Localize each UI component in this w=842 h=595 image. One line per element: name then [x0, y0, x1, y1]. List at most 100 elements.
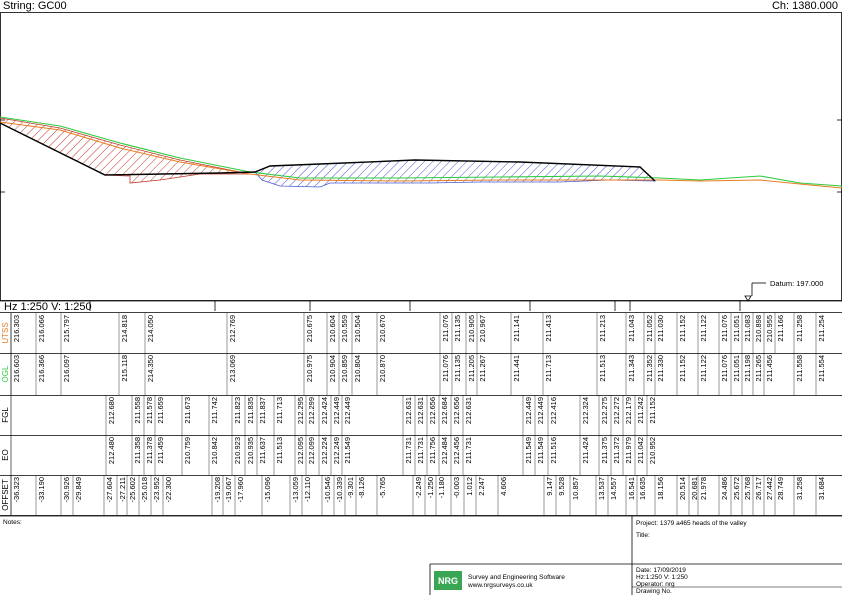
band-value: 211.513 — [275, 437, 284, 464]
band-value: 1.012 — [465, 477, 474, 496]
band-value: 211.549 — [536, 437, 545, 464]
band-value: -22.300 — [164, 477, 173, 502]
band-value: 211.343 — [627, 355, 636, 382]
band-value: 211.254 — [817, 315, 826, 342]
band-value: 212.095 — [296, 437, 305, 464]
band-value: 210.955 — [765, 315, 774, 342]
band-value: 211.713 — [544, 355, 553, 382]
band-value: 210.952 — [648, 437, 657, 464]
company: Survey and Engineering Software — [468, 574, 565, 581]
band-value: 212.631 — [464, 397, 473, 424]
band-value: 212.449 — [332, 397, 341, 424]
band-value: 24.486 — [720, 477, 729, 500]
band-value: 9.147 — [545, 477, 554, 496]
band-value: -10.339 — [335, 477, 344, 502]
band-value: 212.480 — [107, 437, 116, 464]
band-value: 211.731 — [464, 437, 473, 464]
band-value: 212.684 — [440, 397, 449, 424]
datum-marker — [744, 295, 752, 302]
band-value: 211.673 — [183, 397, 192, 424]
band-value: 213.069 — [228, 355, 237, 382]
band-value: 212.224 — [320, 437, 329, 464]
band-value: 20.514 — [678, 477, 687, 500]
band-value: 210.935 — [246, 437, 255, 464]
band-value: -17.960 — [236, 477, 245, 502]
datum-label: Datum: 197.000 — [770, 279, 823, 288]
band-value: 215.797 — [62, 315, 71, 342]
band-value: 211.052 — [645, 315, 654, 342]
band-value: 211.823 — [233, 397, 242, 424]
band-value: 212.449 — [524, 397, 533, 424]
band-value: 212.680 — [107, 397, 116, 424]
band-value: 13.537 — [597, 477, 606, 500]
band-value: 212.631 — [404, 397, 413, 424]
band-value: 214.350 — [146, 355, 155, 382]
band-value: 210.967 — [478, 315, 487, 342]
band-value: 211.076 — [720, 315, 729, 342]
band-value: 211.756 — [428, 437, 437, 464]
band-value: 212.456 — [452, 437, 461, 464]
band-value: -0.003 — [452, 477, 461, 498]
band-value: 210.804 — [353, 355, 362, 382]
band-value: 211.979 — [624, 437, 633, 464]
band-value: 211.513 — [598, 355, 607, 382]
band-value: 210.842 — [210, 437, 219, 464]
operator: Operator: nrg — [636, 581, 675, 588]
band-value: 212.179 — [624, 397, 633, 424]
band-value: -25.602 — [128, 477, 137, 502]
band-value: 212.631 — [416, 397, 425, 424]
website: www.nrgsurveys.co.uk — [467, 582, 533, 589]
band-value: 211.558 — [133, 397, 142, 424]
band-value: 211.213 — [598, 315, 607, 342]
band-value: 211.051 — [732, 355, 741, 382]
band-value: 212.416 — [549, 397, 558, 424]
band-value: 211.122 — [699, 315, 708, 342]
band-value: -8.126 — [357, 477, 366, 498]
band-value: 210.898 — [754, 315, 763, 342]
band-value: 21.978 — [699, 477, 708, 500]
chainage: Ch: 1380.000 — [772, 0, 838, 12]
band-value: 210.975 — [305, 355, 314, 382]
band-value: 211.413 — [544, 315, 553, 342]
band-value: 28.749 — [776, 477, 785, 500]
band-value: 212.275 — [600, 397, 609, 424]
band-value: 211.042 — [636, 437, 645, 464]
band-value: 211.166 — [776, 315, 785, 342]
band-value: -29.849 — [74, 477, 83, 502]
band-value: 211.358 — [133, 437, 142, 464]
band-value: 211.424 — [581, 437, 590, 464]
design-line — [0, 122, 656, 182]
band-value: 211.456 — [765, 355, 774, 382]
band-value: 211.441 — [512, 355, 521, 382]
band-value: 216.097 — [62, 355, 71, 382]
band-value: 211.837 — [258, 397, 267, 424]
band-label: OFFSET — [1, 479, 10, 511]
band-value: 210.675 — [305, 315, 314, 342]
band-value: 210.759 — [183, 437, 192, 464]
band-value: 210.904 — [328, 355, 337, 382]
band-value: 211.554 — [817, 355, 826, 382]
band-value: -27.211 — [118, 477, 127, 502]
band-value: 211.051 — [732, 315, 741, 342]
band-value: -25.018 — [140, 477, 149, 502]
band-value: 211.330 — [656, 355, 665, 382]
band-value: 16.635 — [638, 477, 647, 500]
band-value: 211.516 — [549, 437, 558, 464]
band-value: 211.135 — [453, 315, 462, 342]
drawing-no: Drawing No. — [636, 588, 672, 595]
date: Date: 17/09/2019 — [636, 567, 686, 574]
logo — [434, 571, 462, 590]
band-value: 212.656 — [428, 397, 437, 424]
band-value: -5.765 — [378, 477, 387, 498]
band-value: -12.110 — [303, 477, 312, 502]
bands: UTSS 216.303 216.066 215.797 214.818 214.050 2… — [0, 300, 842, 516]
band-value: 211.258 — [795, 315, 804, 342]
band-value: 211.352 — [645, 355, 654, 382]
band-value: 212.424 — [320, 397, 329, 424]
band-value: 211.835 — [246, 397, 255, 424]
band-value: 31.258 — [795, 477, 804, 500]
band-value: 14.557 — [609, 477, 618, 500]
band-value: 211.152 — [678, 315, 687, 342]
band-value: 212.099 — [307, 437, 316, 464]
